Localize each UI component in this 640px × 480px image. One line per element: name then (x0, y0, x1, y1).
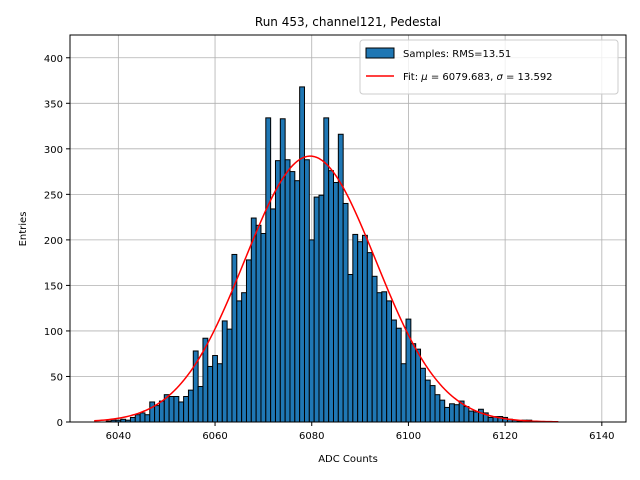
histogram-bar (347, 273, 354, 423)
histogram-bar (357, 241, 364, 423)
legend-box (359, 39, 619, 95)
y-tick-label: 250 (44, 190, 63, 201)
histogram-bar (332, 182, 339, 423)
histogram-bar (144, 414, 151, 423)
x-tick-label: 6080 (299, 431, 324, 442)
histogram-bar (284, 159, 291, 423)
histogram-bar (245, 259, 252, 423)
histogram-bar (207, 365, 214, 423)
histogram-bar (468, 410, 475, 423)
histogram-bar (168, 396, 175, 423)
histogram-bar (265, 117, 272, 423)
histogram-bar (158, 400, 165, 423)
y-tick-label: 200 (44, 236, 63, 247)
histogram-bar (250, 217, 257, 423)
histogram-bar (439, 399, 446, 423)
histogram-bar (366, 252, 373, 423)
histogram-bar (434, 394, 441, 423)
x-axis-title: ADC Counts (318, 454, 378, 465)
histogram-bar (391, 319, 397, 423)
x-tick-label: 6060 (202, 431, 227, 442)
histogram-bar (424, 379, 431, 423)
histogram-bar (279, 118, 286, 423)
histogram-bar (453, 404, 460, 423)
histogram-bar (226, 328, 233, 423)
y-tick-label: 100 (44, 327, 63, 338)
tick-marks: 6040 6060 6080 6100 6120 6140 0 50 100 150 200 250 3… (44, 54, 615, 442)
histogram-bar (449, 403, 455, 423)
histogram-bar (318, 194, 325, 423)
histogram-bar (187, 389, 194, 423)
histogram-bar (260, 233, 267, 423)
fit-curve (94, 155, 559, 423)
x-tick-label: 6140 (589, 431, 614, 442)
legend: Samples: RMS=13.51 Fit: μ = 6079.683, σ … (359, 39, 619, 95)
histogram-bar (197, 385, 204, 423)
histogram-bar (139, 412, 146, 423)
histogram-bar (134, 414, 141, 423)
histogram-bar (371, 275, 378, 423)
histogram-bar (337, 133, 344, 423)
y-tick-label: 300 (44, 145, 63, 156)
x-tick-label: 6040 (106, 431, 131, 442)
histogram-bar (303, 159, 310, 423)
y-tick-label: 150 (44, 281, 63, 292)
histogram-bars (105, 86, 538, 423)
histogram-bar (328, 170, 334, 423)
y-tick-label: 0 (57, 418, 63, 429)
histogram-bar (415, 348, 422, 423)
histogram-bar (381, 291, 388, 423)
histogram-bar (444, 406, 451, 423)
histogram-bar (395, 327, 402, 423)
y-tick-label: 50 (50, 372, 63, 383)
legend-fit-label: Fit: μ = 6079.683, σ = 13.592 (403, 72, 553, 83)
histogram-bar (473, 411, 480, 423)
histogram-bar (386, 300, 393, 423)
y-tick-label: 350 (44, 99, 63, 110)
histogram-bar (420, 367, 426, 423)
histogram-bar (178, 401, 185, 423)
histogram-bar (429, 385, 436, 423)
x-tick-label: 6120 (492, 431, 517, 442)
histogram-bar (376, 292, 383, 423)
histogram-bar (294, 180, 301, 423)
histogram-bar (173, 396, 180, 423)
histogram-bar (149, 401, 156, 423)
histogram-bar (212, 355, 218, 423)
histogram-bar (236, 300, 243, 423)
histogram-bar (342, 202, 349, 423)
histogram-bar (183, 396, 189, 423)
plot-frame (69, 34, 627, 423)
histogram-bar (313, 196, 320, 423)
y-axis-title: Entries (18, 212, 29, 247)
histogram-bar (154, 405, 160, 423)
chart-title: Run 453, channel121, Pedestal (255, 15, 441, 29)
histogram-bar (255, 224, 262, 423)
histogram-bar (270, 208, 276, 423)
histogram-bar (463, 406, 470, 423)
histogram-bar (400, 363, 407, 423)
histogram-bar (487, 416, 494, 423)
histogram-bar (289, 171, 296, 423)
histogram-bar (129, 416, 136, 423)
histogram-bar (299, 86, 305, 423)
histogram-bar (241, 292, 247, 423)
histogram-bar (308, 239, 315, 423)
fit-curve-group (94, 155, 559, 423)
legend-histogram-swatch (365, 47, 395, 59)
histogram-bar (478, 408, 484, 423)
histogram-bar (221, 320, 228, 423)
histogram-bar (410, 343, 417, 423)
x-tick-label: 6100 (396, 431, 421, 442)
grid-lines (70, 35, 626, 423)
histogram-bar (216, 363, 223, 423)
histogram-bar (274, 160, 281, 423)
histogram-bar (352, 233, 359, 423)
histogram-bar (362, 234, 368, 423)
legend-histogram-label: Samples: RMS=13.51 (403, 49, 511, 60)
y-tick-label: 400 (44, 54, 63, 65)
axes-frame (69, 34, 627, 423)
